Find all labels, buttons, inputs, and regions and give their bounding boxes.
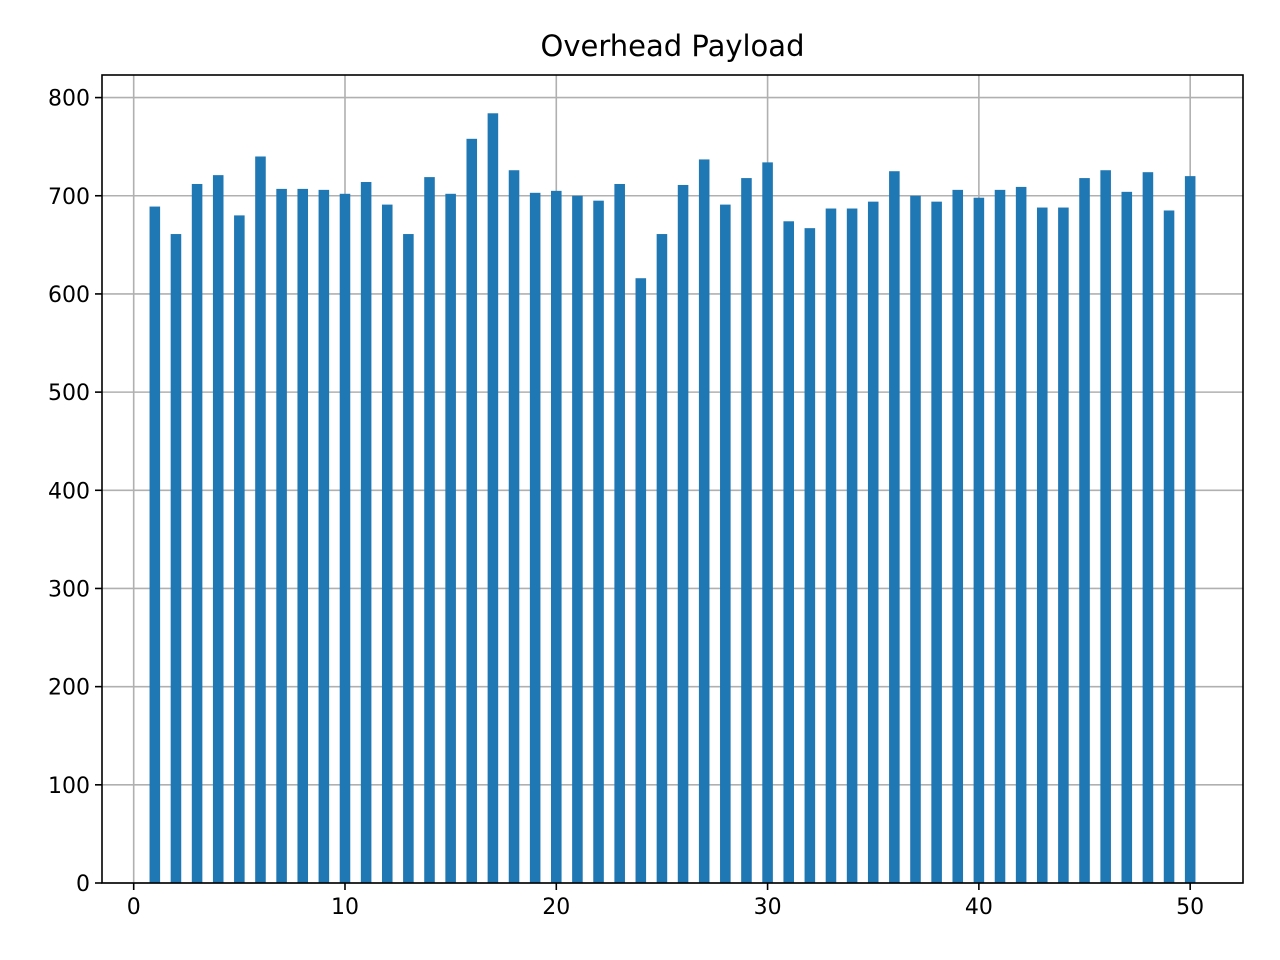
- bar: [910, 195, 921, 884]
- bar: [614, 183, 625, 883]
- bar: [276, 188, 287, 883]
- bar: [149, 206, 161, 883]
- y-tick-label: 100: [48, 774, 90, 799]
- bar: [720, 204, 731, 883]
- bar: [445, 193, 456, 883]
- bar: [762, 162, 773, 884]
- x-tick-label: 30: [754, 895, 782, 920]
- bar: [973, 197, 985, 884]
- bar: [487, 113, 499, 883]
- bar: [212, 175, 224, 884]
- bar: [593, 200, 604, 884]
- y-tick-label: 500: [48, 381, 90, 406]
- y-tick-label: 600: [48, 283, 90, 308]
- bar: [339, 193, 351, 883]
- bar: [424, 177, 435, 883]
- bar: [381, 204, 393, 883]
- bar: [931, 201, 942, 883]
- bar: [952, 189, 964, 883]
- bar: [529, 192, 541, 884]
- chart-title: Overhead Payload: [540, 29, 805, 63]
- bar: [1163, 210, 1175, 884]
- bar: [508, 170, 520, 884]
- bar: [741, 178, 752, 883]
- bar: [825, 208, 837, 884]
- y-tick-label: 200: [48, 676, 90, 701]
- bar: [403, 234, 414, 884]
- bar: [318, 189, 330, 883]
- bar: [698, 159, 710, 883]
- x-tick-label: 50: [1176, 895, 1204, 920]
- bar: [635, 278, 647, 884]
- bar: [466, 138, 478, 883]
- bar: [1015, 186, 1027, 883]
- y-tick-label: 300: [48, 577, 90, 602]
- x-tick-label: 20: [542, 895, 570, 920]
- bar: [677, 184, 689, 884]
- bar: [783, 221, 794, 884]
- bar: [1184, 176, 1196, 883]
- y-tick-label: 700: [48, 185, 90, 210]
- bar: [191, 183, 203, 883]
- bar: [297, 188, 309, 883]
- bar: [656, 234, 668, 884]
- bar: [1058, 207, 1069, 883]
- bar: [889, 171, 900, 883]
- bar: [804, 228, 816, 883]
- bar: [1100, 170, 1111, 884]
- y-tick-label: 800: [48, 87, 90, 112]
- axes: [95, 74, 1244, 890]
- bar: [551, 190, 562, 883]
- bar: [170, 234, 182, 884]
- bar: [1036, 207, 1048, 883]
- x-tick-label: 40: [965, 895, 993, 920]
- bar: [234, 215, 245, 883]
- bar: [572, 195, 583, 884]
- bar: [1079, 178, 1090, 883]
- bar: [255, 156, 266, 883]
- bar: [846, 208, 858, 884]
- axes-frame: [101, 74, 1244, 884]
- bar: [867, 201, 879, 883]
- bar: [1142, 172, 1154, 884]
- y-tick-label: 400: [48, 479, 90, 504]
- grid: [102, 75, 1243, 884]
- bar: [360, 182, 372, 883]
- bar: [1121, 191, 1133, 883]
- y-tick-label: 0: [76, 872, 90, 897]
- x-tick-label: 10: [331, 895, 359, 920]
- x-tick-label: 0: [127, 895, 141, 920]
- bars: [149, 113, 1196, 884]
- bar: [994, 189, 1006, 883]
